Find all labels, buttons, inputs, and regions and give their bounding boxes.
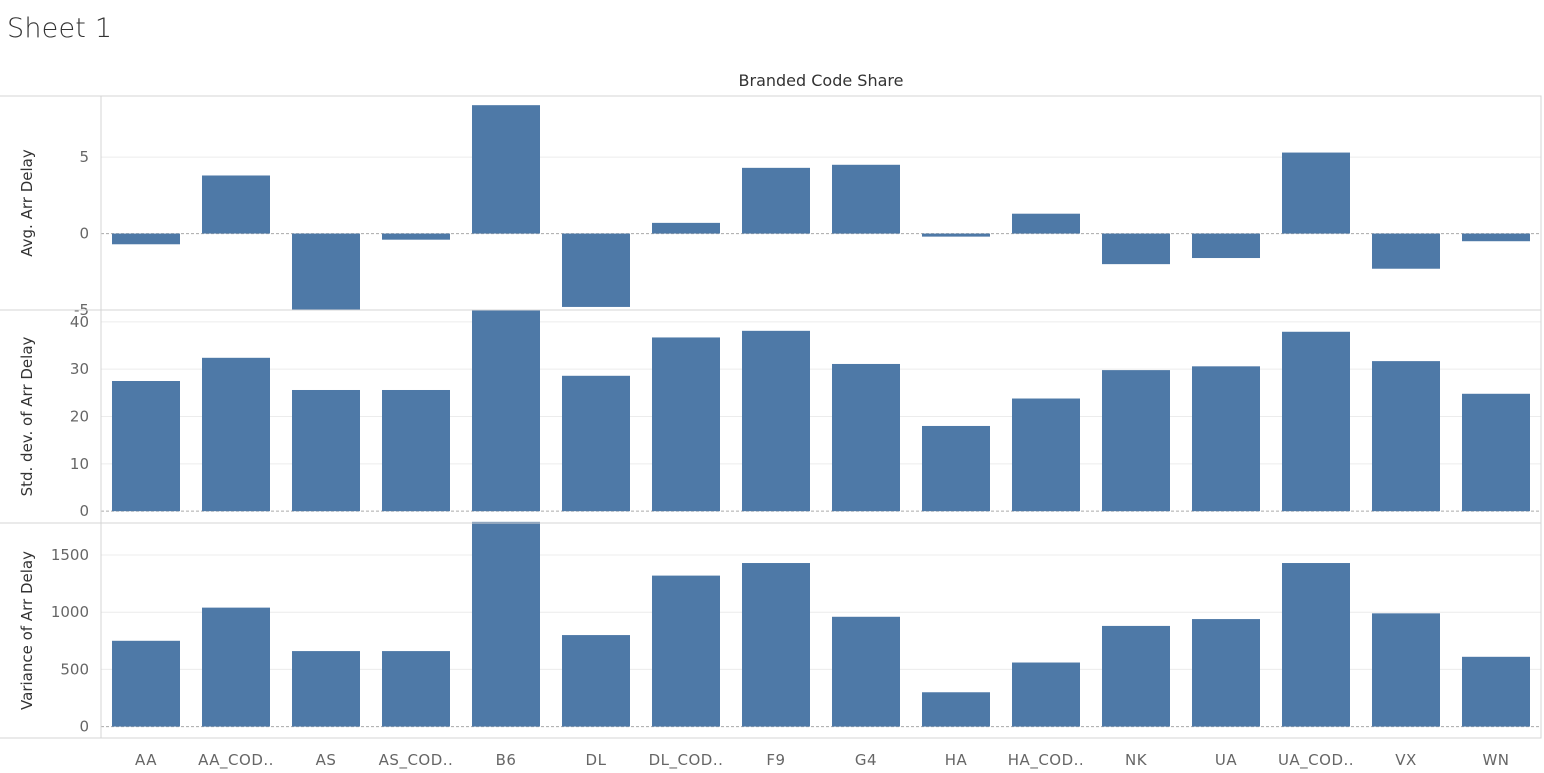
y-tick-label: 0 <box>79 718 89 736</box>
bar <box>1102 233 1170 265</box>
bar <box>112 381 180 512</box>
bar <box>1192 233 1260 259</box>
x-category-label: VX <box>1395 751 1417 769</box>
bar <box>1462 656 1530 727</box>
bar <box>1372 233 1440 269</box>
x-category-label: UA_COD.. <box>1278 751 1354 770</box>
y-tick-label: 10 <box>70 455 89 473</box>
x-category-label: NK <box>1125 751 1148 769</box>
y-tick-label: 500 <box>60 660 89 678</box>
y-tick-label: 0 <box>79 502 89 520</box>
bar <box>742 563 810 727</box>
bar <box>112 640 180 727</box>
x-category-label: DL_COD.. <box>649 751 724 770</box>
bar <box>382 651 450 727</box>
x-category-label: DL <box>586 751 607 769</box>
y-axis-title: Variance of Arr Delay <box>18 551 36 710</box>
bar <box>1462 233 1530 242</box>
bar <box>1192 366 1260 512</box>
y-tick-label: 20 <box>70 408 89 426</box>
bar <box>382 389 450 512</box>
bar <box>1012 398 1080 512</box>
bar <box>472 521 540 727</box>
bar <box>832 164 900 234</box>
y-axis-title: Avg. Arr Delay <box>18 149 36 257</box>
bar <box>202 607 270 727</box>
bar <box>562 375 630 512</box>
x-category-label: UA <box>1215 751 1237 769</box>
bar <box>562 635 630 727</box>
x-category-label: WN <box>1482 751 1509 769</box>
sheet-title: Sheet 1 <box>7 13 113 44</box>
bar <box>1462 393 1530 512</box>
y-tick-label: 5 <box>79 148 89 166</box>
x-category-label: B6 <box>496 751 517 769</box>
bar <box>1372 613 1440 727</box>
x-category-label: AS_COD.. <box>379 751 454 770</box>
bar <box>382 233 450 240</box>
column-header: Branded Code Share <box>739 71 904 90</box>
bar <box>922 233 990 237</box>
y-axis-title: Std. dev. of Arr Delay <box>18 336 36 496</box>
bar <box>472 105 540 234</box>
bar <box>1012 213 1080 234</box>
bar <box>1372 361 1440 512</box>
bar <box>1192 619 1260 727</box>
y-tick-label: 1500 <box>51 546 89 564</box>
x-category-label: AA_COD.. <box>198 751 274 770</box>
x-category-label: AA <box>135 751 157 769</box>
bar <box>742 330 810 512</box>
x-category-label: G4 <box>855 751 877 769</box>
bar <box>472 309 540 512</box>
bar <box>832 363 900 512</box>
x-category-label: HA_COD.. <box>1008 751 1084 770</box>
y-tick-label: 30 <box>70 360 89 378</box>
bar <box>202 175 270 234</box>
bar <box>742 167 810 234</box>
panel-frame <box>100 522 1542 739</box>
bar <box>652 222 720 234</box>
bar <box>112 233 180 245</box>
bar <box>1102 370 1170 512</box>
bar <box>562 233 630 307</box>
y-tick-label: 1000 <box>51 603 89 621</box>
x-category-label: AS <box>316 751 337 769</box>
bar <box>292 651 360 727</box>
bar <box>1102 625 1170 727</box>
bar <box>1012 662 1080 727</box>
bar <box>922 425 990 512</box>
bar <box>292 389 360 512</box>
bar <box>652 337 720 512</box>
bar <box>292 233 360 310</box>
bar <box>1282 331 1350 512</box>
bar <box>202 357 270 512</box>
bar <box>922 692 990 727</box>
y-tick-label: 40 <box>70 313 89 331</box>
bar <box>1282 152 1350 234</box>
bar <box>832 616 900 727</box>
y-tick-label: 0 <box>79 225 89 243</box>
bar <box>1282 563 1350 727</box>
x-category-label: HA <box>945 751 968 769</box>
x-category-label: F9 <box>766 751 785 769</box>
bar <box>652 575 720 727</box>
